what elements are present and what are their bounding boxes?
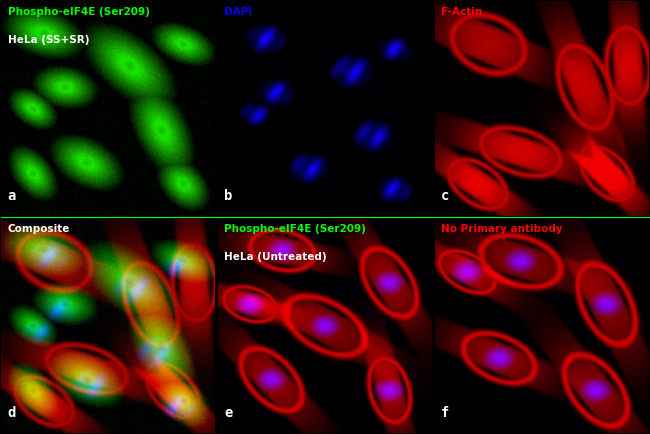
Text: Phospho-eIF4E (Ser209): Phospho-eIF4E (Ser209) [8, 7, 150, 17]
Text: HeLa (Untreated): HeLa (Untreated) [224, 252, 327, 262]
Text: d: d [8, 406, 16, 420]
Text: Composite: Composite [8, 224, 70, 234]
Text: a: a [8, 189, 16, 203]
Text: No Primary antibody: No Primary antibody [441, 224, 563, 234]
Text: f: f [441, 406, 449, 420]
Text: F-Actin: F-Actin [441, 7, 482, 17]
Text: Phospho-eIF4E (Ser209): Phospho-eIF4E (Ser209) [224, 224, 366, 234]
Text: DAPI: DAPI [224, 7, 252, 17]
Text: e: e [224, 406, 233, 420]
Text: c: c [441, 189, 449, 203]
Text: b: b [224, 189, 233, 203]
Text: HeLa (SS+SR): HeLa (SS+SR) [8, 35, 89, 45]
